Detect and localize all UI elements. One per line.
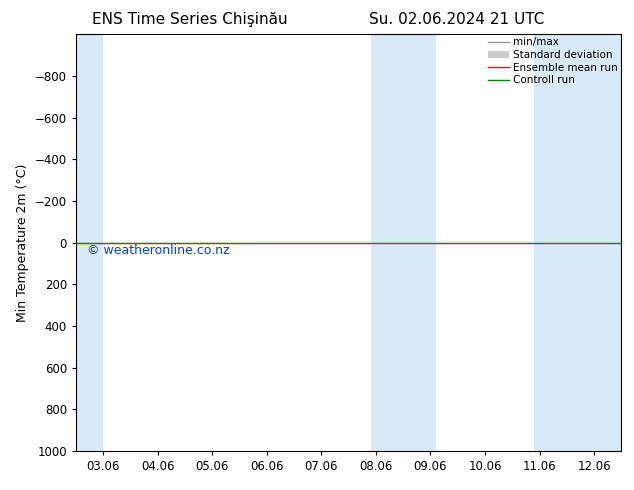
Text: © weatheronline.co.nz: © weatheronline.co.nz	[87, 244, 230, 257]
Legend: min/max, Standard deviation, Ensemble mean run, Controll run: min/max, Standard deviation, Ensemble me…	[486, 35, 620, 87]
Text: ENS Time Series Chişinău: ENS Time Series Chişinău	[93, 12, 288, 27]
Text: Su. 02.06.2024 21 UTC: Su. 02.06.2024 21 UTC	[369, 12, 544, 27]
Bar	[534, 34, 621, 451]
Bar	[76, 34, 103, 451]
Y-axis label: Min Temperature 2m (°C): Min Temperature 2m (°C)	[16, 163, 29, 322]
Bar	[370, 34, 436, 451]
